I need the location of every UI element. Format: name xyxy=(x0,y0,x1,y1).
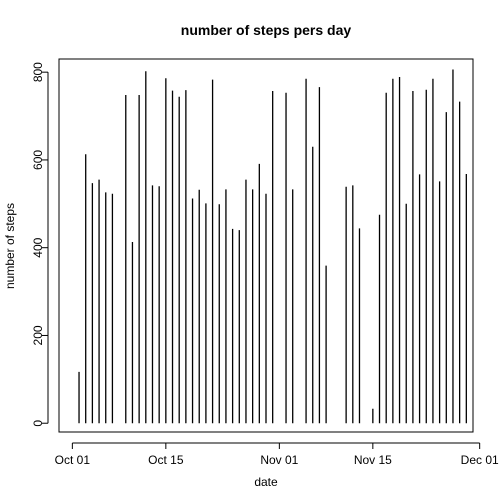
x-tick-label-2012-11-01: Nov 01 xyxy=(260,453,298,467)
y-tick-label-200: 200 xyxy=(31,325,45,345)
y-tick-label-0: 0 xyxy=(31,420,45,427)
x-tick-label-2012-10-01: Oct 01 xyxy=(55,453,91,467)
y-tick-label-400: 400 xyxy=(31,237,45,257)
x-axis-label: date xyxy=(254,475,278,489)
bars-group xyxy=(78,69,467,424)
x-axis: Oct 01 Oct 15 Nov 01 Nov 15 Dec 01 xyxy=(55,442,499,467)
x-tick-label-2012-12-01: Dec 01 xyxy=(461,453,499,467)
y-axis-label: number of steps xyxy=(3,203,17,289)
y-tick-label-800: 800 xyxy=(31,62,45,82)
x-tick-label-2012-10-15: Oct 15 xyxy=(148,453,184,467)
y-tick-label-600: 600 xyxy=(31,150,45,170)
x-tick-label-2012-11-15: Nov 15 xyxy=(354,453,392,467)
plot-frame xyxy=(58,58,474,433)
y-axis: 0 200 400 600 800 xyxy=(31,62,49,427)
chart-title: number of steps pers day xyxy=(181,22,352,38)
